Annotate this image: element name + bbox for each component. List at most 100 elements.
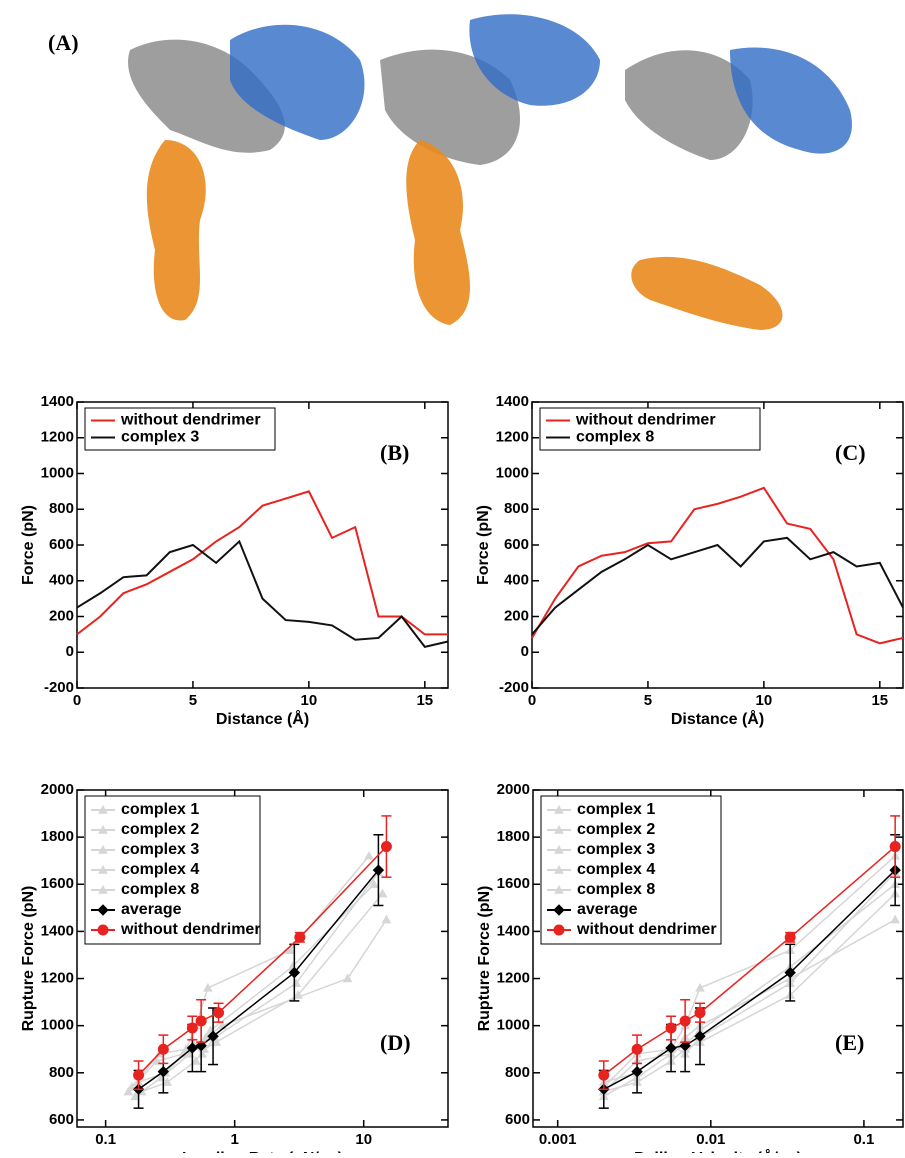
legend-marker <box>554 864 564 874</box>
marker <box>152 1055 162 1065</box>
y-axis-label: Force (pN) <box>20 505 37 585</box>
marker <box>380 841 392 853</box>
panel-label: (A) <box>48 30 79 55</box>
legend-label: complex 3 <box>121 429 199 446</box>
marker <box>157 1043 169 1055</box>
legend-label: complex 8 <box>577 881 655 898</box>
legend-marker <box>554 804 564 814</box>
marker <box>369 879 379 888</box>
legend-label: complex 1 <box>577 801 655 818</box>
y-tick-label: 0 <box>66 643 74 660</box>
y-tick-label: 1200 <box>41 970 74 987</box>
y-tick-label: 200 <box>49 607 74 624</box>
legend-label: without dendrimer <box>120 412 261 429</box>
marker <box>285 945 296 954</box>
series-line <box>127 919 388 1093</box>
marker <box>123 1086 134 1096</box>
x-tick-label: 10 <box>756 692 773 709</box>
marker <box>195 1039 207 1052</box>
structure-2 <box>380 14 600 325</box>
legend-marker <box>98 864 108 874</box>
y-tick-label: 1000 <box>41 464 74 481</box>
legend-box <box>84 407 276 451</box>
y-tick-label: 400 <box>504 572 529 589</box>
y-tick-label: 600 <box>505 1111 530 1128</box>
marker <box>784 931 796 943</box>
y-tick-label: 400 <box>49 572 74 589</box>
legend-marker <box>98 884 108 894</box>
legend-label: complex 8 <box>576 429 654 446</box>
panel-label: (D) <box>380 1030 411 1055</box>
x-tick-label: 15 <box>416 692 433 709</box>
marker <box>207 1030 219 1042</box>
x-tick-label: 10 <box>301 692 318 709</box>
legend-label: without dendrimer <box>576 921 717 938</box>
y-axis-label: Force (pN) <box>475 505 492 585</box>
legend-label: average <box>121 901 182 918</box>
legend-label: complex 4 <box>577 861 655 878</box>
legend-label: complex 8 <box>121 881 199 898</box>
y-tick-label: -200 <box>499 679 529 696</box>
marker <box>133 1069 145 1081</box>
marker <box>372 864 385 876</box>
x-tick-label: 15 <box>871 692 888 709</box>
marker <box>381 914 392 924</box>
series-line <box>76 490 448 636</box>
x-axis-label: Distance (Å) <box>216 709 309 728</box>
x-tick-label: 0.001 <box>539 1131 577 1148</box>
marker <box>889 841 901 853</box>
plot-frame <box>76 789 449 1128</box>
x-axis-label: Distance (Å) <box>671 709 764 728</box>
legend-marker <box>554 884 564 894</box>
y-tick-label: 1000 <box>41 1017 74 1034</box>
x-tick-label: 0.1 <box>95 1131 116 1148</box>
y-tick-label: 1400 <box>496 393 529 410</box>
y-tick-label: 1800 <box>497 828 530 845</box>
marker <box>631 1043 643 1055</box>
legend-marker <box>554 824 564 834</box>
y-axis-label: Rupture Force (pN) <box>476 886 493 1032</box>
marker <box>186 1022 198 1034</box>
x-tick-label: 10 <box>355 1131 372 1148</box>
legend-marker <box>98 824 108 834</box>
legend-marker <box>554 844 564 854</box>
legend-label: complex 4 <box>121 861 199 878</box>
legend-marker <box>98 844 108 854</box>
marker <box>665 1042 677 1054</box>
x-tick-label: 5 <box>189 692 197 709</box>
marker <box>190 1055 201 1065</box>
y-tick-label: 1600 <box>41 875 74 892</box>
legend-marker <box>98 804 108 814</box>
legend-label: complex 1 <box>121 801 199 818</box>
marker <box>665 1022 677 1034</box>
marker <box>195 1015 207 1027</box>
marker <box>679 1015 691 1027</box>
y-tick-label: 1200 <box>496 429 529 446</box>
legend-marker <box>553 904 565 916</box>
legend-label: complex 3 <box>121 841 199 858</box>
marker <box>203 982 213 992</box>
marker <box>694 1007 706 1019</box>
marker <box>162 1077 173 1086</box>
legend-label: average <box>577 901 638 918</box>
marker <box>342 973 353 983</box>
marker <box>288 966 301 979</box>
marker <box>890 914 901 924</box>
marker <box>157 1065 170 1078</box>
legend-box <box>539 407 761 451</box>
marker <box>294 931 306 943</box>
marker <box>694 1030 706 1042</box>
series-line <box>603 918 896 1093</box>
series-line <box>531 486 904 645</box>
y-tick-label: 1200 <box>41 429 74 446</box>
y-tick-label: 800 <box>49 1064 74 1081</box>
marker <box>186 1042 199 1054</box>
marker <box>130 1091 141 1101</box>
marker <box>364 850 374 860</box>
series-line <box>531 536 904 636</box>
y-tick-label: 2000 <box>497 781 530 798</box>
y-tick-label: 1000 <box>497 1017 530 1034</box>
legend-label: complex 3 <box>577 841 655 858</box>
marker <box>598 1069 610 1081</box>
